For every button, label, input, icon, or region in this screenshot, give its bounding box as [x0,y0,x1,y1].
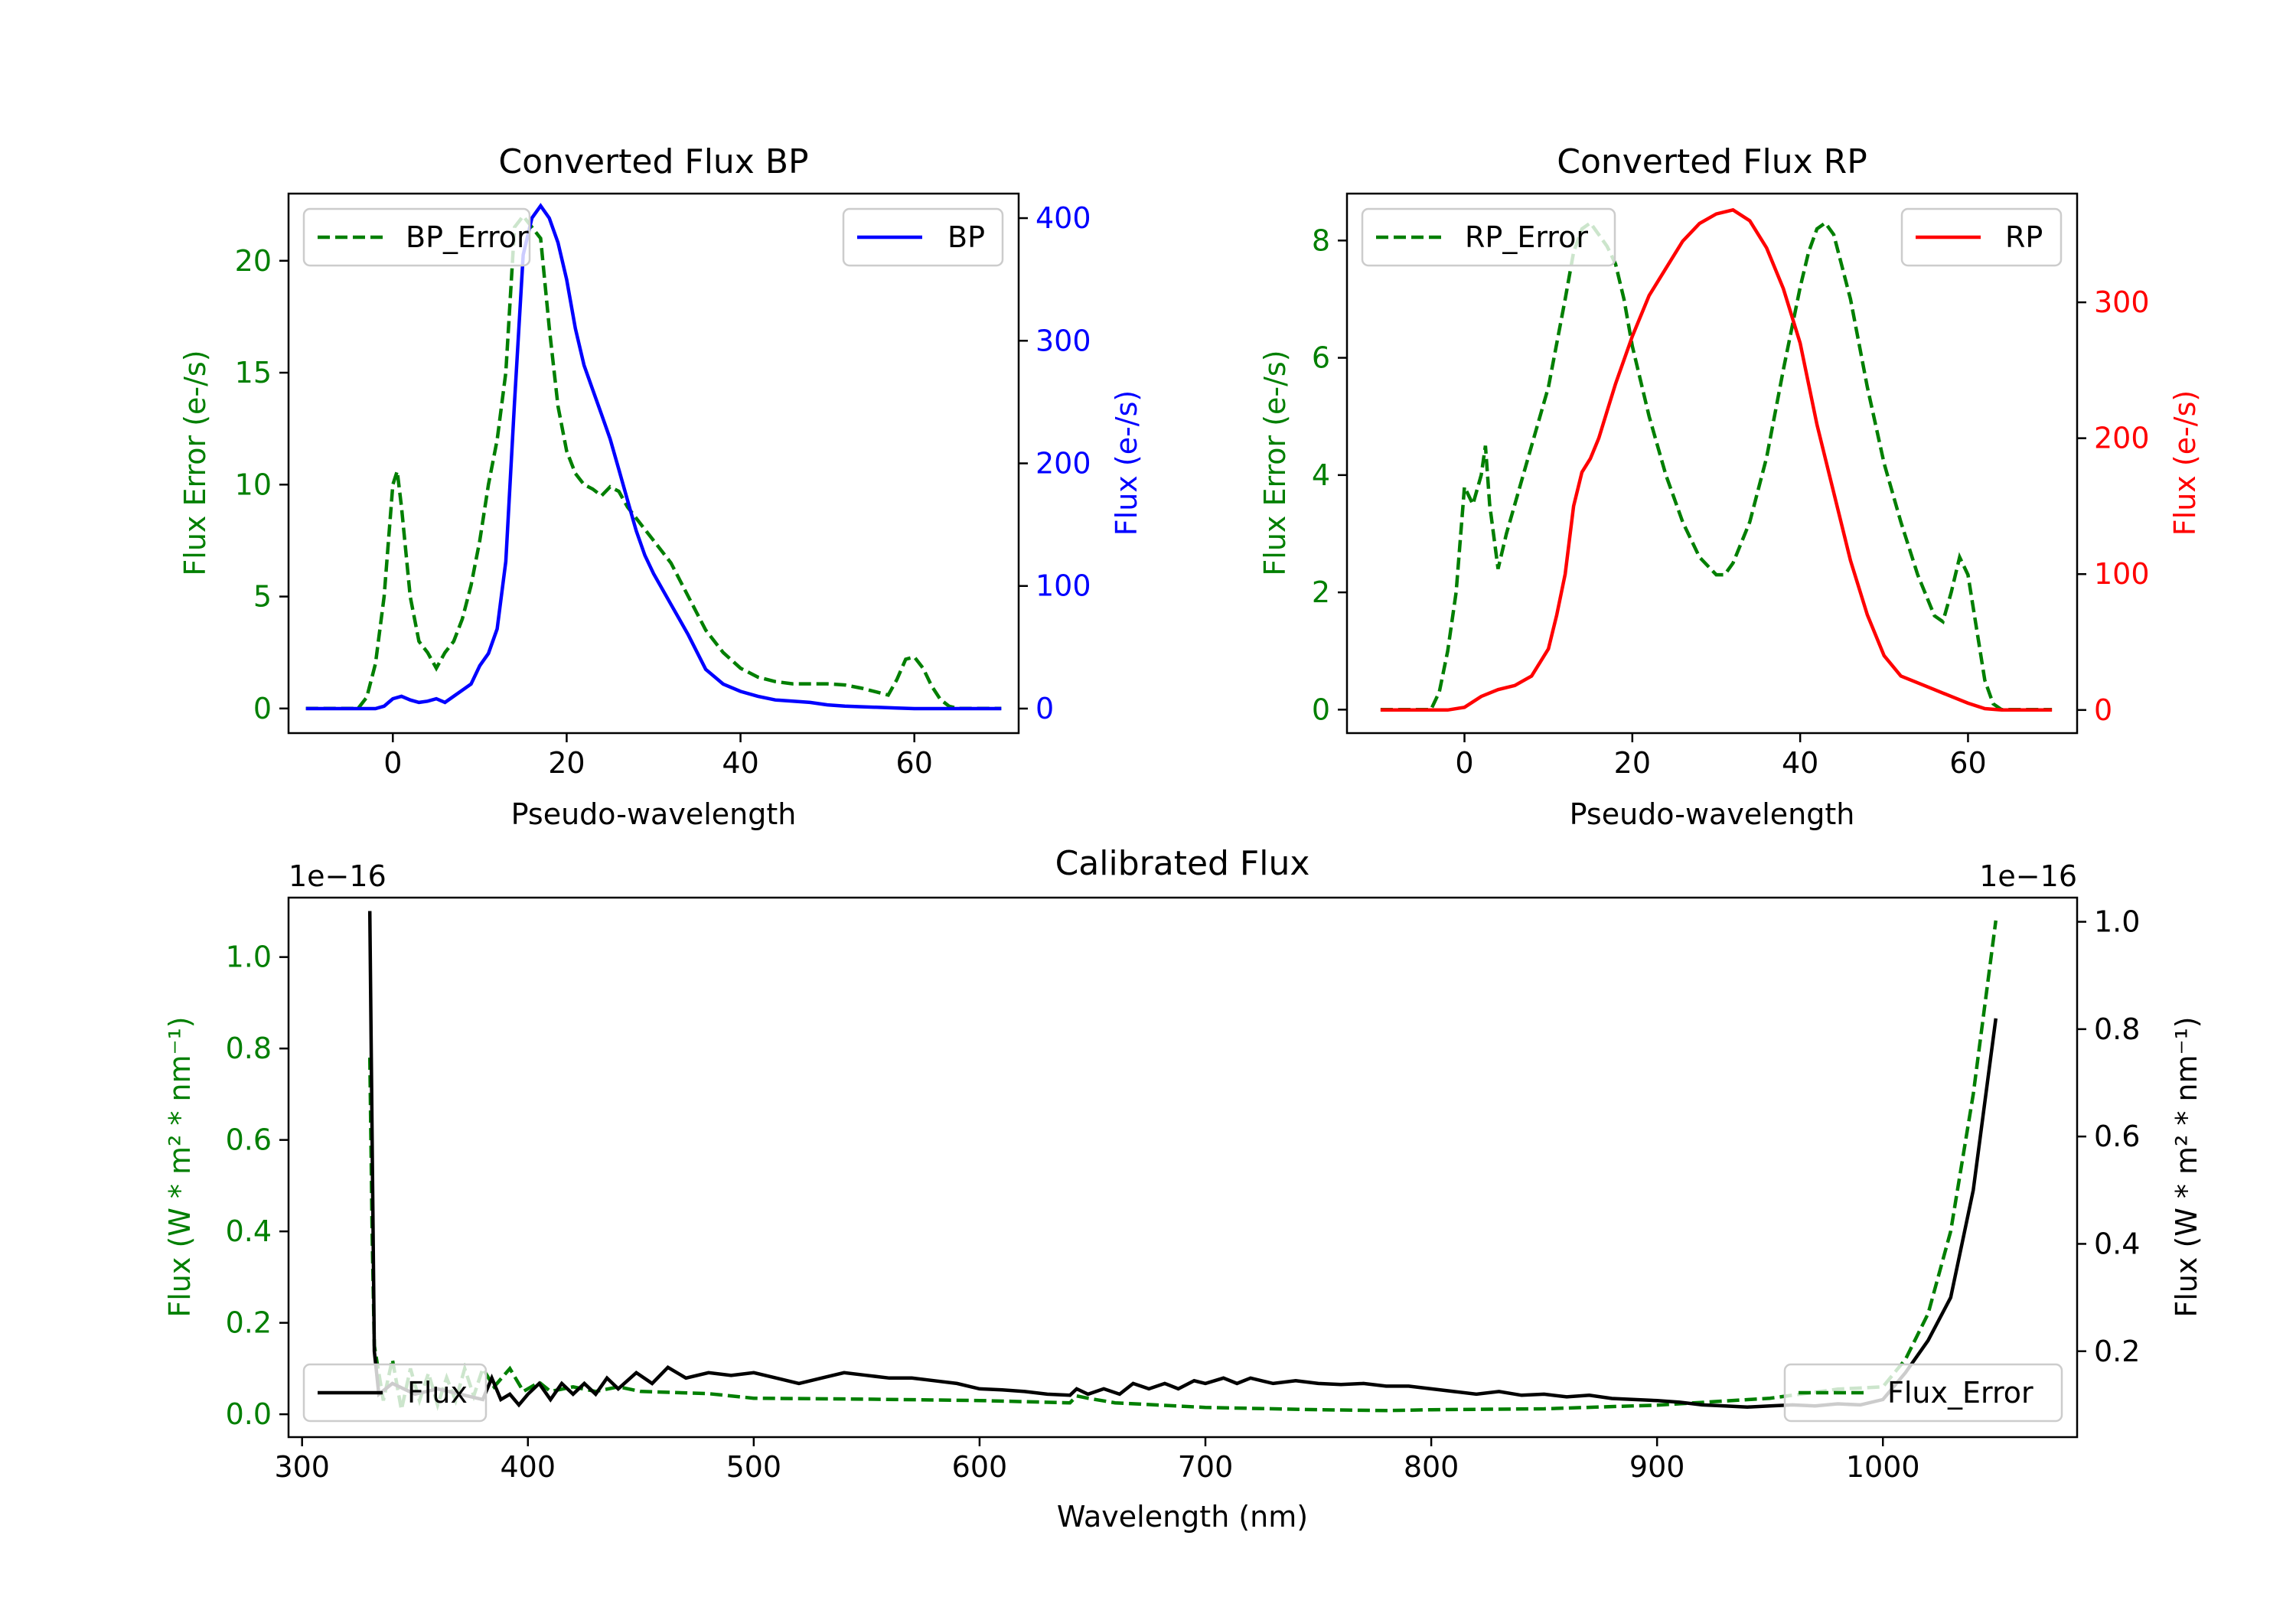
bp-error-legend: BP_Error [302,207,531,267]
bp-flux-line [305,203,1002,711]
calibrated-right-ticks: 0.2 0.4 0.6 0.8 1.0 [2077,905,2140,1368]
cal-x-tick-label: 600 [952,1450,1008,1484]
rp-left-tick-label: 4 [1312,458,1330,492]
calibrated-flux-error-legend-label: Flux_Error [1887,1376,2033,1410]
calibrated-x-ticks: 300 400 500 600 700 800 900 1000 [274,1437,1920,1484]
bp-right-ticks: 0 100 200 300 400 [1019,201,1091,725]
bp-left-tick-label: 0 [253,692,272,725]
cal-right-tick-label: 0.4 [2094,1227,2140,1260]
bp-left-y-label: Flux Error (e-/s) [178,350,212,575]
cal-left-tick-label: 0.4 [226,1214,272,1248]
calibrated-right-y-label: Flux (W * m² * nm⁻¹) [2170,1016,2203,1317]
rp-error-line [1380,220,2053,712]
rp-panel: Converted Flux RP 0 20 40 60 0 2 4 6 8 0 100 200 3… [1258,142,2202,831]
calibrated-x-label: Wavelength (nm) [1057,1500,1308,1534]
calibrated-flux-error-legend: Flux_Error [1783,1363,2063,1423]
calibrated-flux-legend: Flux [302,1363,488,1423]
rp-right-tick-label: 200 [2094,422,2150,455]
calibrated-flux-line [367,911,1998,1409]
cal-left-tick-label: 0.2 [226,1306,272,1340]
rp-right-y-label: Flux (e-/s) [2168,390,2202,536]
cal-x-tick-label: 800 [1404,1450,1459,1484]
rp-flux-legend: RP [1900,207,2063,267]
rp-left-tick-label: 0 [1312,693,1330,726]
rp-error-legend: RP_Error [1361,207,1616,267]
bp-flux-legend: BP [842,207,1004,267]
calibrated-right-offset: 1e−16 [1979,859,2077,893]
rp-x-tick-label: 60 [1949,746,1986,780]
bp-left-tick-label: 20 [235,244,272,278]
rp-x-tick-label: 20 [1614,746,1651,780]
cal-x-tick-label: 900 [1629,1450,1685,1484]
cal-left-tick-label: 0.8 [226,1032,272,1065]
rp-x-tick-label: 40 [1782,746,1818,780]
bp-error-legend-label: BP_Error [406,220,529,254]
cal-right-tick-label: 0.6 [2094,1120,2140,1153]
calibrated-left-offset: 1e−16 [289,859,386,893]
cal-left-tick-label: 1.0 [226,940,272,974]
cal-left-tick-label: 0.0 [226,1397,272,1431]
bp-x-tick-label: 60 [896,746,933,780]
rp-right-tick-label: 100 [2094,557,2150,591]
calibrated-title: Calibrated Flux [1055,844,1310,883]
bp-right-tick-label: 400 [1035,201,1091,235]
cal-x-tick-label: 500 [726,1450,782,1484]
bp-right-tick-label: 300 [1035,324,1091,357]
bp-x-tick-label: 40 [722,746,758,780]
bp-left-tick-label: 10 [235,468,272,501]
rp-title: Converted Flux RP [1557,142,1867,181]
rp-right-ticks: 0 100 200 300 [2077,285,2150,727]
cal-x-tick-label: 700 [1178,1450,1234,1484]
rp-x-ticks: 0 20 40 60 [1455,733,1987,780]
bp-right-tick-label: 200 [1035,447,1091,481]
cal-right-tick-label: 0.8 [2094,1012,2140,1046]
bp-left-ticks: 0 5 10 15 20 [235,244,289,725]
cal-x-tick-label: 300 [274,1450,330,1484]
rp-flux-line [1380,207,2053,712]
rp-left-tick-label: 2 [1312,575,1330,609]
rp-left-tick-label: 8 [1312,223,1330,257]
rp-right-tick-label: 0 [2094,693,2112,727]
cal-left-tick-label: 0.6 [226,1123,272,1157]
bp-x-ticks: 0 20 40 60 [383,733,933,780]
rp-left-tick-label: 6 [1312,341,1330,375]
rp-left-ticks: 0 2 4 6 8 [1312,223,1347,726]
calibrated-left-ticks: 0.0 0.2 0.4 0.6 0.8 1.0 [226,940,289,1431]
calibrated-axes-frame [287,896,2079,1439]
rp-x-label: Pseudo-wavelength [1570,797,1855,831]
bp-right-tick-label: 0 [1035,692,1054,725]
bp-left-tick-label: 15 [235,356,272,390]
calibrated-flux-legend-label: Flux [407,1376,468,1410]
bp-axes-frame [287,192,1020,735]
rp-x-tick-label: 0 [1455,746,1473,780]
bp-flux-legend-label: BP [947,220,985,254]
cal-right-tick-label: 1.0 [2094,905,2140,939]
bp-x-label: Pseudo-wavelength [511,797,797,831]
bp-title: Converted Flux BP [498,142,808,181]
rp-left-y-label: Flux Error (e-/s) [1258,350,1292,575]
calibrated-panel: Calibrated Flux 1e−16 1e−16 300 400 500 600… [163,844,2203,1534]
rp-right-tick-label: 300 [2094,285,2150,319]
rp-axes-frame [1345,192,2079,735]
calibrated-left-y-label: Flux (W * m² * nm⁻¹) [163,1016,197,1317]
bp-right-tick-label: 100 [1035,569,1091,603]
bp-panel: Converted Flux BP 0 20 40 60 0 5 10 15 20 0 100 2… [178,142,1143,831]
cal-right-tick-label: 0.2 [2094,1335,2140,1368]
bp-x-tick-label: 0 [383,746,402,780]
bp-right-y-label: Flux (e-/s) [1110,390,1143,536]
bp-left-tick-label: 5 [253,580,272,614]
cal-x-tick-label: 1000 [1846,1450,1920,1484]
rp-error-legend-label: RP_Error [1465,220,1588,254]
rp-flux-legend-label: RP [2005,220,2043,254]
bp-error-line [305,213,1002,711]
bp-x-tick-label: 20 [548,746,585,780]
cal-x-tick-label: 400 [501,1450,556,1484]
